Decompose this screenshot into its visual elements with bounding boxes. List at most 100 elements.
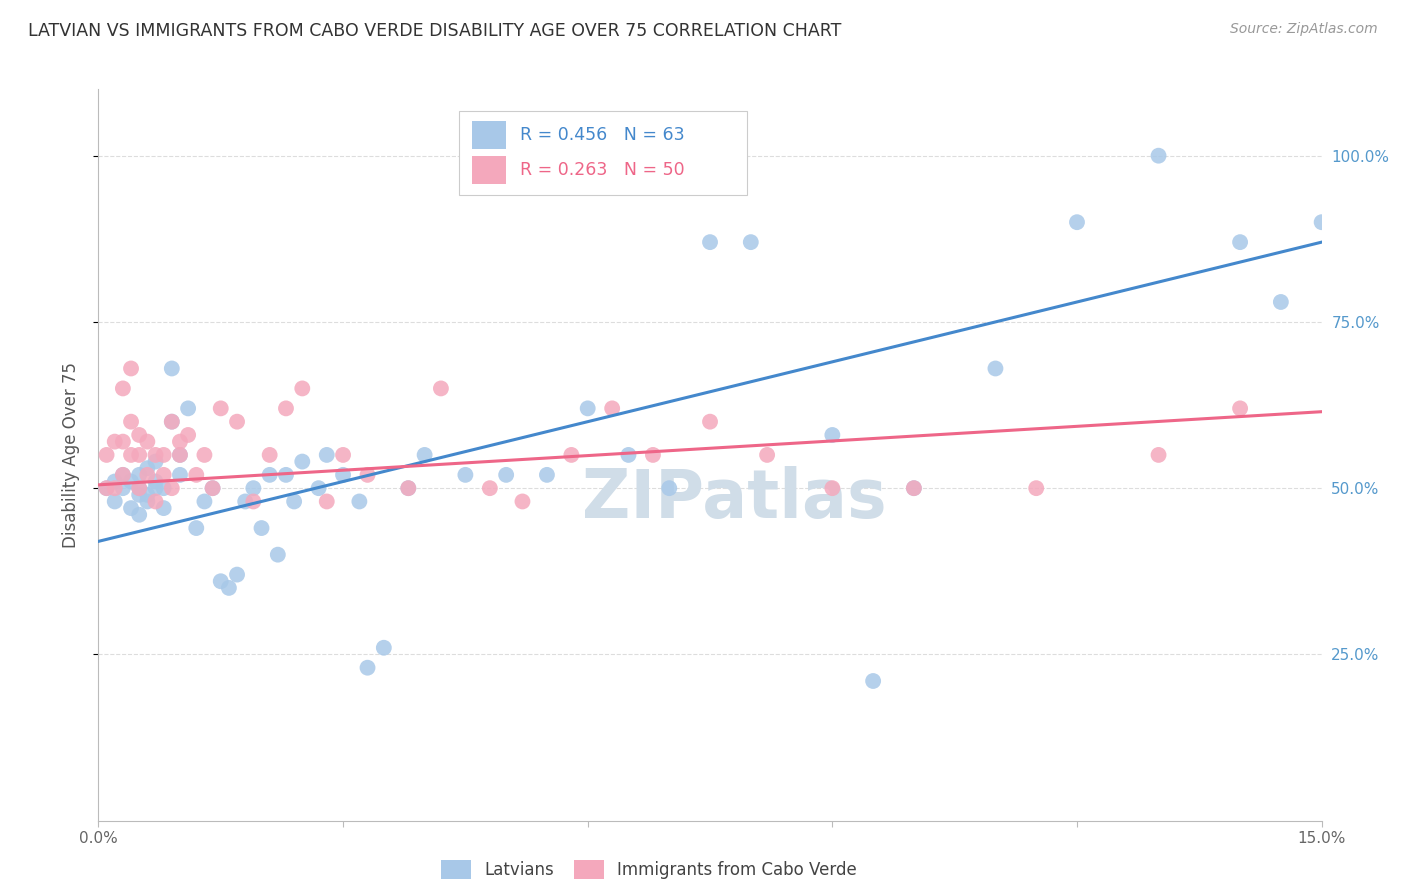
Point — [128, 508, 150, 522]
Point — [152, 448, 174, 462]
Point — [120, 361, 142, 376]
Point — [145, 448, 167, 462]
Point — [903, 481, 925, 495]
Point — [1229, 401, 1251, 416]
Point — [120, 475, 142, 489]
Point — [128, 488, 150, 502]
Point — [259, 467, 281, 482]
Point — [1147, 149, 1170, 163]
Point — [169, 434, 191, 449]
Point — [201, 481, 224, 495]
Point — [96, 448, 118, 462]
Point — [145, 481, 167, 495]
Point — [120, 415, 142, 429]
Point — [291, 454, 314, 468]
Point — [136, 488, 159, 502]
Point — [111, 381, 134, 395]
Point — [160, 361, 183, 376]
Point — [111, 467, 134, 482]
Point — [560, 448, 582, 462]
Point — [356, 467, 378, 482]
Point — [104, 481, 127, 495]
Point — [226, 415, 249, 429]
Point — [862, 673, 884, 688]
Point — [332, 448, 354, 462]
Point — [356, 661, 378, 675]
Point — [128, 448, 150, 462]
Text: LATVIAN VS IMMIGRANTS FROM CABO VERDE DISABILITY AGE OVER 75 CORRELATION CHART: LATVIAN VS IMMIGRANTS FROM CABO VERDE DI… — [28, 22, 842, 40]
Point — [169, 448, 191, 462]
Point — [136, 467, 159, 482]
Point — [699, 415, 721, 429]
Point — [152, 501, 174, 516]
Point — [332, 467, 354, 482]
Point — [145, 454, 167, 468]
Point — [821, 481, 844, 495]
Point — [193, 448, 215, 462]
Point — [396, 481, 419, 495]
Point — [600, 401, 623, 416]
Point — [169, 467, 191, 482]
Point — [104, 475, 127, 489]
Point — [111, 481, 134, 495]
Point — [315, 494, 337, 508]
Point — [128, 467, 150, 482]
Legend: Latvians, Immigrants from Cabo Verde: Latvians, Immigrants from Cabo Verde — [434, 853, 863, 886]
Point — [209, 401, 232, 416]
Point — [283, 494, 305, 508]
Point — [242, 481, 264, 495]
Point — [576, 401, 599, 416]
Point — [177, 428, 200, 442]
Point — [454, 467, 477, 482]
Point — [291, 381, 314, 395]
Point — [152, 481, 174, 495]
Point — [104, 494, 127, 508]
Point — [160, 415, 183, 429]
Point — [903, 481, 925, 495]
Point — [536, 467, 558, 482]
Point — [740, 235, 762, 249]
Point — [136, 434, 159, 449]
Point — [96, 481, 118, 495]
Point — [430, 381, 453, 395]
Point — [160, 481, 183, 495]
Point — [128, 481, 150, 495]
Point — [641, 448, 664, 462]
Point — [699, 235, 721, 249]
Point — [821, 428, 844, 442]
Point — [413, 448, 436, 462]
Point — [104, 434, 127, 449]
Point — [617, 448, 640, 462]
Point — [111, 467, 134, 482]
Point — [242, 494, 264, 508]
Point — [120, 448, 142, 462]
Point — [128, 481, 150, 495]
Point — [201, 481, 224, 495]
Point — [1270, 295, 1292, 310]
Point — [218, 581, 240, 595]
Point — [233, 494, 256, 508]
Point — [349, 494, 371, 508]
Point — [495, 467, 517, 482]
Point — [169, 448, 191, 462]
Point — [373, 640, 395, 655]
Point — [209, 574, 232, 589]
Text: ZIPatlas: ZIPatlas — [582, 466, 887, 532]
Point — [512, 494, 534, 508]
Point — [120, 501, 142, 516]
Point — [186, 467, 208, 482]
Point — [250, 521, 273, 535]
FancyBboxPatch shape — [460, 112, 747, 195]
FancyBboxPatch shape — [471, 156, 506, 184]
Point — [136, 494, 159, 508]
Text: R = 0.456   N = 63: R = 0.456 N = 63 — [520, 127, 685, 145]
Point — [160, 415, 183, 429]
Point — [1310, 215, 1333, 229]
Text: Source: ZipAtlas.com: Source: ZipAtlas.com — [1230, 22, 1378, 37]
Point — [259, 448, 281, 462]
Point — [136, 461, 159, 475]
Point — [1066, 215, 1088, 229]
Point — [274, 401, 297, 416]
Point — [226, 567, 249, 582]
Point — [274, 467, 297, 482]
